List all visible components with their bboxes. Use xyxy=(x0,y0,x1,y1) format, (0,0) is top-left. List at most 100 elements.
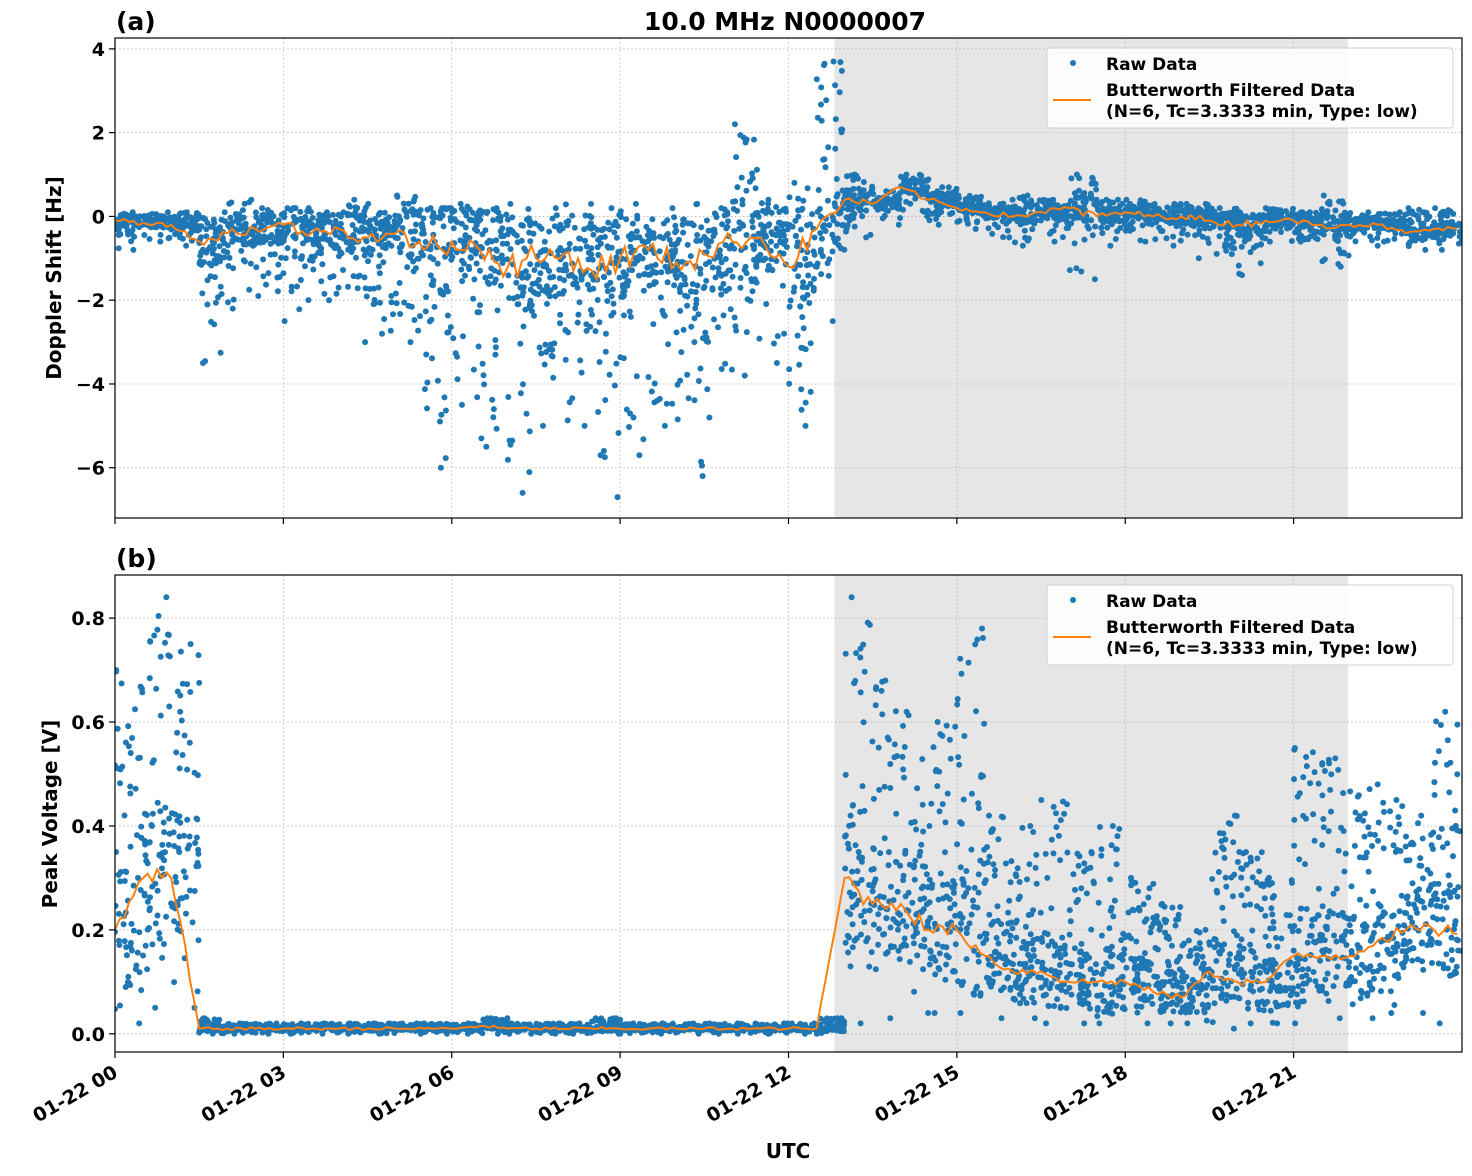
raw-point xyxy=(729,367,735,373)
raw-point xyxy=(604,298,610,304)
raw-point xyxy=(117,878,123,884)
raw-point xyxy=(438,290,444,296)
x-tick-label: 01-22 06 xyxy=(366,1061,458,1127)
raw-point xyxy=(751,243,757,249)
raw-point xyxy=(561,277,567,283)
raw-point xyxy=(168,900,174,906)
raw-point xyxy=(626,424,632,430)
raw-point xyxy=(780,207,786,213)
raw-point xyxy=(861,179,867,185)
raw-point xyxy=(1391,236,1397,242)
raw-point xyxy=(513,280,519,286)
raw-point xyxy=(282,318,288,324)
raw-point xyxy=(151,757,157,763)
raw-point xyxy=(1138,197,1144,203)
raw-point xyxy=(771,341,777,347)
raw-point xyxy=(563,357,569,363)
raw-point xyxy=(527,238,533,244)
raw-point xyxy=(139,689,145,695)
raw-point xyxy=(811,276,817,282)
raw-point xyxy=(548,287,554,293)
raw-point xyxy=(753,264,759,270)
raw-point xyxy=(460,333,466,339)
raw-point xyxy=(614,235,620,241)
raw-point xyxy=(1178,201,1184,207)
raw-point xyxy=(412,194,418,200)
raw-point xyxy=(380,259,386,265)
raw-point xyxy=(285,1022,291,1028)
raw-point xyxy=(430,220,436,226)
raw-point xyxy=(423,294,429,300)
raw-point xyxy=(218,284,224,290)
raw-point xyxy=(159,955,165,961)
raw-point xyxy=(479,231,485,237)
raw-point xyxy=(605,288,611,294)
raw-point xyxy=(285,245,291,251)
raw-point xyxy=(1420,236,1426,242)
raw-point xyxy=(1326,199,1332,205)
raw-point xyxy=(852,224,858,230)
raw-point xyxy=(158,654,164,660)
raw-point xyxy=(595,297,601,303)
raw-point xyxy=(710,265,716,271)
raw-point xyxy=(818,249,824,255)
raw-point xyxy=(617,275,623,281)
raw-point xyxy=(550,274,556,280)
raw-point xyxy=(147,638,153,644)
raw-point xyxy=(684,303,690,309)
raw-point xyxy=(173,749,179,755)
raw-point xyxy=(706,415,712,421)
raw-point xyxy=(184,767,190,773)
raw-point xyxy=(428,317,434,323)
raw-point xyxy=(443,408,449,414)
raw-point xyxy=(938,209,944,215)
raw-point xyxy=(310,258,316,264)
raw-point xyxy=(1152,236,1158,242)
raw-point xyxy=(130,247,136,253)
raw-point xyxy=(1000,234,1006,240)
raw-point xyxy=(253,264,259,270)
raw-point xyxy=(340,267,346,273)
raw-point xyxy=(997,201,1003,207)
raw-point xyxy=(412,317,418,323)
raw-point xyxy=(1290,206,1296,212)
raw-point xyxy=(681,274,687,280)
raw-point xyxy=(183,874,189,880)
raw-point xyxy=(211,217,217,223)
raw-point xyxy=(458,201,464,207)
raw-point xyxy=(602,234,608,240)
raw-point xyxy=(1060,210,1066,216)
raw-point xyxy=(195,863,201,869)
raw-point xyxy=(176,813,182,819)
raw-point xyxy=(424,405,430,411)
raw-point xyxy=(593,328,599,334)
raw-point xyxy=(859,213,865,219)
raw-point xyxy=(830,318,836,324)
raw-point xyxy=(493,247,499,253)
raw-point xyxy=(597,359,603,365)
raw-point xyxy=(885,208,891,214)
raw-point xyxy=(697,271,703,277)
raw-point xyxy=(296,306,302,312)
raw-point xyxy=(641,288,647,294)
raw-point xyxy=(219,217,225,223)
raw-point xyxy=(832,239,838,245)
raw-point xyxy=(956,195,962,201)
raw-point xyxy=(300,240,306,246)
raw-point xyxy=(542,342,548,348)
raw-point xyxy=(598,452,604,458)
raw-point xyxy=(557,245,563,251)
raw-point xyxy=(1068,198,1074,204)
raw-point xyxy=(1127,228,1133,234)
raw-point xyxy=(1093,187,1099,193)
raw-point xyxy=(1224,231,1230,237)
raw-point xyxy=(700,473,706,479)
raw-point xyxy=(891,195,897,201)
raw-point xyxy=(1336,246,1342,252)
raw-point xyxy=(367,286,373,292)
raw-point xyxy=(939,184,945,190)
raw-point xyxy=(474,394,480,400)
raw-point xyxy=(143,858,149,864)
raw-point xyxy=(355,274,361,280)
